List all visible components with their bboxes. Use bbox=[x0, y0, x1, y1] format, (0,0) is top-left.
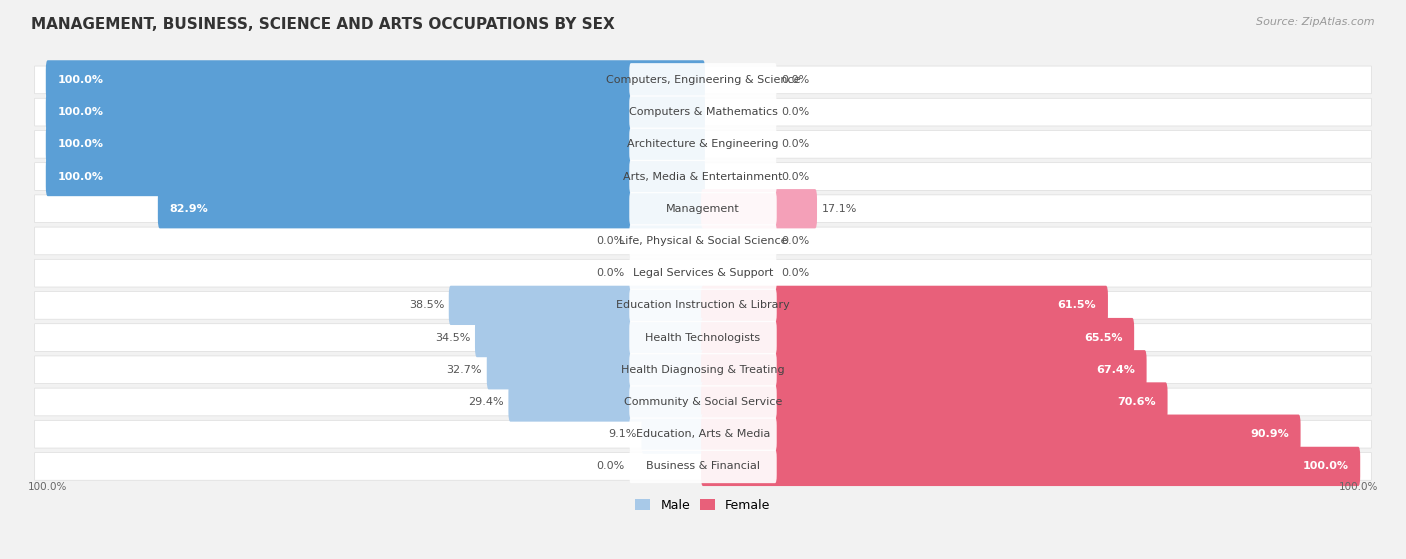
FancyBboxPatch shape bbox=[641, 415, 704, 454]
Text: 61.5%: 61.5% bbox=[1057, 300, 1097, 310]
FancyBboxPatch shape bbox=[630, 96, 776, 129]
Text: Life, Physical & Social Science: Life, Physical & Social Science bbox=[619, 236, 787, 246]
FancyBboxPatch shape bbox=[157, 189, 704, 229]
Text: 82.9%: 82.9% bbox=[170, 203, 208, 214]
FancyBboxPatch shape bbox=[46, 125, 704, 164]
Text: 29.4%: 29.4% bbox=[468, 397, 503, 407]
FancyBboxPatch shape bbox=[702, 189, 817, 229]
FancyBboxPatch shape bbox=[630, 160, 776, 193]
Text: 67.4%: 67.4% bbox=[1095, 365, 1135, 375]
FancyBboxPatch shape bbox=[630, 224, 776, 258]
FancyBboxPatch shape bbox=[486, 350, 704, 390]
FancyBboxPatch shape bbox=[702, 447, 1360, 486]
FancyBboxPatch shape bbox=[475, 318, 704, 357]
FancyBboxPatch shape bbox=[35, 259, 1371, 287]
FancyBboxPatch shape bbox=[35, 98, 1371, 126]
Text: Computers, Engineering & Science: Computers, Engineering & Science bbox=[606, 75, 800, 85]
Text: Management: Management bbox=[666, 203, 740, 214]
FancyBboxPatch shape bbox=[35, 163, 1371, 191]
Text: 0.0%: 0.0% bbox=[782, 139, 810, 149]
FancyBboxPatch shape bbox=[630, 418, 776, 451]
Text: Architecture & Engineering: Architecture & Engineering bbox=[627, 139, 779, 149]
Text: 90.9%: 90.9% bbox=[1250, 429, 1289, 439]
FancyBboxPatch shape bbox=[630, 63, 776, 97]
FancyBboxPatch shape bbox=[702, 382, 1167, 421]
Text: Arts, Media & Entertainment: Arts, Media & Entertainment bbox=[623, 172, 783, 182]
Text: 100.0%: 100.0% bbox=[58, 75, 104, 85]
Text: 0.0%: 0.0% bbox=[596, 236, 624, 246]
FancyBboxPatch shape bbox=[35, 130, 1371, 158]
FancyBboxPatch shape bbox=[35, 388, 1371, 416]
Text: 100.0%: 100.0% bbox=[58, 172, 104, 182]
Text: 0.0%: 0.0% bbox=[782, 107, 810, 117]
Text: 0.0%: 0.0% bbox=[596, 461, 624, 471]
Text: Education, Arts & Media: Education, Arts & Media bbox=[636, 429, 770, 439]
FancyBboxPatch shape bbox=[630, 449, 776, 483]
FancyBboxPatch shape bbox=[46, 60, 704, 100]
Text: Community & Social Service: Community & Social Service bbox=[624, 397, 782, 407]
Text: 0.0%: 0.0% bbox=[782, 268, 810, 278]
Text: 100.0%: 100.0% bbox=[1302, 461, 1348, 471]
FancyBboxPatch shape bbox=[630, 288, 776, 322]
FancyBboxPatch shape bbox=[630, 257, 776, 290]
Text: Legal Services & Support: Legal Services & Support bbox=[633, 268, 773, 278]
FancyBboxPatch shape bbox=[702, 286, 1108, 325]
Text: Business & Financial: Business & Financial bbox=[645, 461, 761, 471]
FancyBboxPatch shape bbox=[35, 453, 1371, 480]
FancyBboxPatch shape bbox=[702, 318, 1135, 357]
FancyBboxPatch shape bbox=[630, 127, 776, 161]
Text: Health Diagnosing & Treating: Health Diagnosing & Treating bbox=[621, 365, 785, 375]
Text: 65.5%: 65.5% bbox=[1084, 333, 1122, 343]
FancyBboxPatch shape bbox=[35, 66, 1371, 94]
Text: 0.0%: 0.0% bbox=[782, 75, 810, 85]
Text: 38.5%: 38.5% bbox=[409, 300, 444, 310]
Text: 0.0%: 0.0% bbox=[782, 172, 810, 182]
FancyBboxPatch shape bbox=[35, 227, 1371, 255]
Legend: Male, Female: Male, Female bbox=[630, 494, 776, 517]
Text: MANAGEMENT, BUSINESS, SCIENCE AND ARTS OCCUPATIONS BY SEX: MANAGEMENT, BUSINESS, SCIENCE AND ARTS O… bbox=[31, 17, 614, 32]
FancyBboxPatch shape bbox=[35, 195, 1371, 222]
FancyBboxPatch shape bbox=[702, 415, 1301, 454]
FancyBboxPatch shape bbox=[46, 92, 704, 132]
FancyBboxPatch shape bbox=[630, 192, 776, 225]
Text: 100.0%: 100.0% bbox=[58, 107, 104, 117]
Text: 100.0%: 100.0% bbox=[58, 139, 104, 149]
Text: 34.5%: 34.5% bbox=[434, 333, 471, 343]
FancyBboxPatch shape bbox=[630, 385, 776, 419]
Text: Computers & Mathematics: Computers & Mathematics bbox=[628, 107, 778, 117]
Text: 0.0%: 0.0% bbox=[782, 236, 810, 246]
FancyBboxPatch shape bbox=[449, 286, 704, 325]
Text: 100.0%: 100.0% bbox=[1339, 482, 1378, 492]
FancyBboxPatch shape bbox=[35, 291, 1371, 319]
FancyBboxPatch shape bbox=[702, 350, 1147, 390]
Text: Source: ZipAtlas.com: Source: ZipAtlas.com bbox=[1257, 17, 1375, 27]
FancyBboxPatch shape bbox=[35, 420, 1371, 448]
Text: 70.6%: 70.6% bbox=[1118, 397, 1156, 407]
FancyBboxPatch shape bbox=[35, 324, 1371, 352]
FancyBboxPatch shape bbox=[46, 157, 704, 196]
Text: Health Technologists: Health Technologists bbox=[645, 333, 761, 343]
Text: 9.1%: 9.1% bbox=[609, 429, 637, 439]
FancyBboxPatch shape bbox=[630, 321, 776, 354]
Text: Education Instruction & Library: Education Instruction & Library bbox=[616, 300, 790, 310]
Text: 32.7%: 32.7% bbox=[447, 365, 482, 375]
FancyBboxPatch shape bbox=[35, 356, 1371, 383]
FancyBboxPatch shape bbox=[509, 382, 704, 421]
FancyBboxPatch shape bbox=[630, 353, 776, 386]
Text: 100.0%: 100.0% bbox=[28, 482, 67, 492]
Text: 17.1%: 17.1% bbox=[821, 203, 858, 214]
Text: 0.0%: 0.0% bbox=[596, 268, 624, 278]
